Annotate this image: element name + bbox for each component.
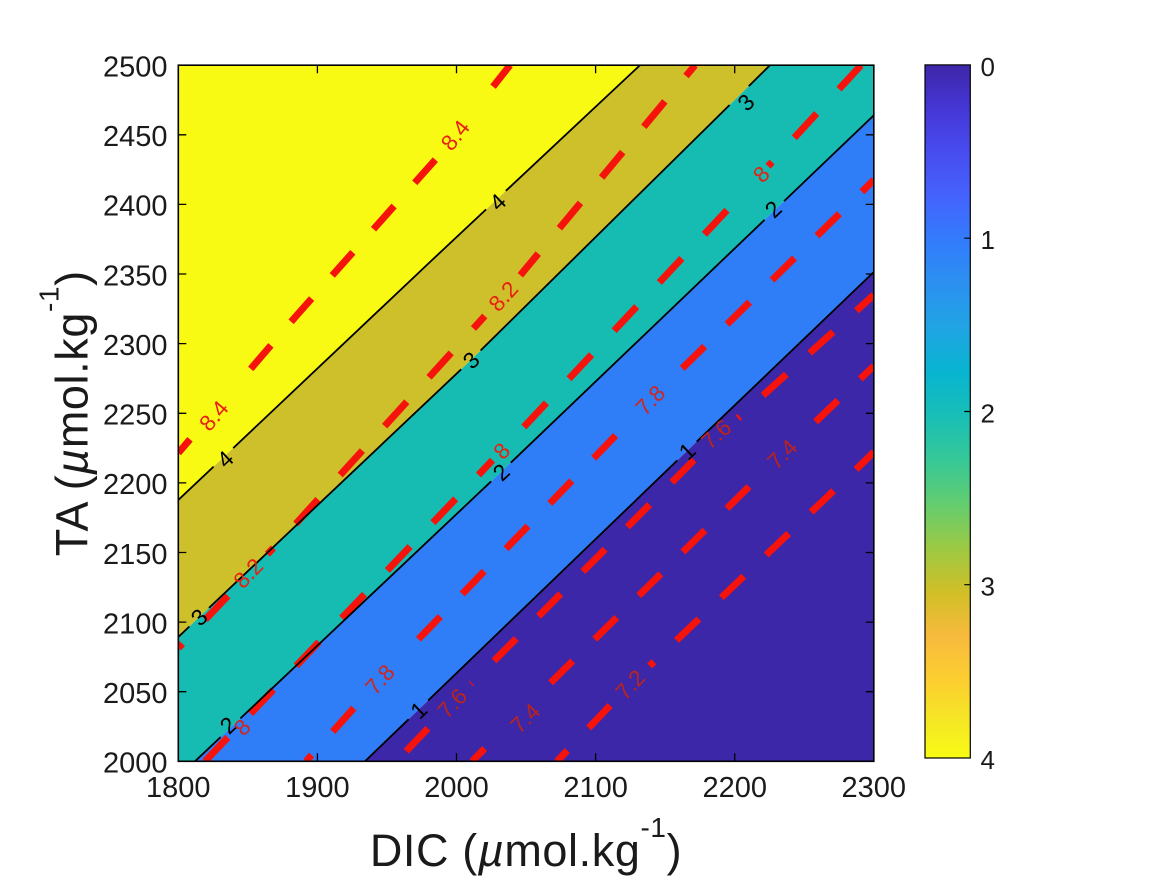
svg-text:2450: 2450 [103, 121, 168, 153]
svg-text:1900: 1900 [285, 772, 350, 804]
svg-text:2: 2 [981, 399, 995, 429]
svg-text:2100: 2100 [563, 772, 628, 804]
svg-text:2000: 2000 [103, 748, 168, 780]
svg-text:4: 4 [981, 745, 995, 775]
svg-text:0: 0 [981, 52, 995, 82]
svg-text:1800: 1800 [146, 772, 211, 804]
svg-text:2100: 2100 [103, 608, 168, 640]
svg-text:2050: 2050 [103, 678, 168, 710]
svg-text:2150: 2150 [103, 539, 168, 571]
svg-text:2500: 2500 [103, 52, 168, 84]
svg-text:2400: 2400 [103, 191, 168, 223]
svg-text:2250: 2250 [103, 400, 168, 432]
svg-text:2300: 2300 [103, 330, 168, 362]
svg-text:2300: 2300 [842, 772, 907, 804]
svg-text:1: 1 [981, 225, 995, 255]
svg-text:2200: 2200 [103, 469, 168, 501]
svg-text:3: 3 [981, 572, 995, 602]
svg-text:2000: 2000 [424, 772, 489, 804]
svg-text:2200: 2200 [702, 772, 767, 804]
svg-text:2350: 2350 [103, 260, 168, 292]
